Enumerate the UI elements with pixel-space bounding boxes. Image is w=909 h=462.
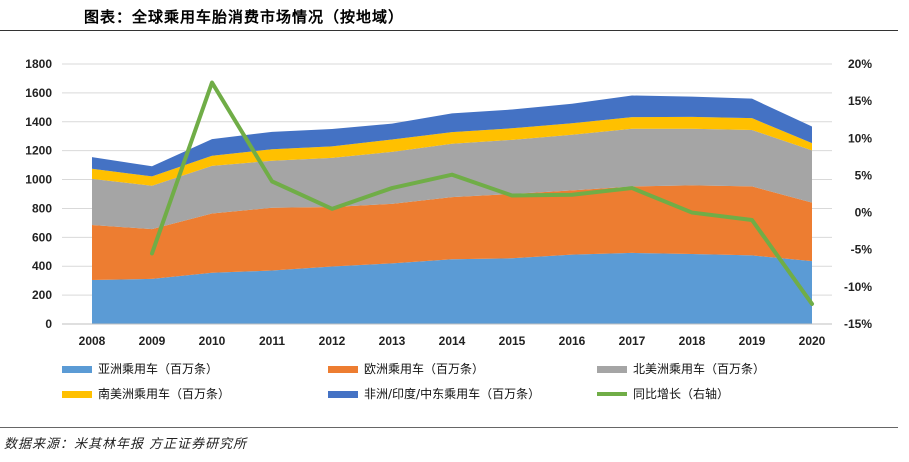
x-tick-label: 2011 [259,334,285,348]
x-tick-label: 2015 [499,334,526,348]
y-left-tick-label: 1200 [25,144,52,158]
y-right-tick-label: -5% [851,243,873,257]
y-right-tick-label: 15% [848,94,872,108]
y-left-tick-label: 200 [32,288,52,302]
footer-rule [0,427,898,428]
legend-swatch [62,366,92,373]
y-left-tick-label: 1800 [25,57,52,71]
y-right-tick-label: -15% [844,317,872,331]
y-right-tick-label: 20% [848,57,872,71]
x-tick-label: 2012 [319,334,346,348]
legend-label: 欧洲乘用车（百万条） [364,361,484,376]
x-tick-label: 2019 [739,334,766,348]
legend-label: 亚洲乘用车（百万条） [98,361,218,376]
y-left-tick-label: 400 [32,259,52,273]
x-tick-label: 2013 [379,334,406,348]
legend-label: 非洲/印度/中东乘用车（百万条） [364,386,540,401]
x-tick-label: 2008 [79,334,106,348]
x-tick-label: 2018 [679,334,706,348]
area-series [92,116,812,186]
x-tick-label: 2014 [439,334,466,348]
x-tick-label: 2010 [199,334,226,348]
legend-swatch [328,366,358,373]
y-right-tick-label: 10% [848,131,872,145]
chart-area: 0 200 400 600 800 1000 1200 1400 1600 1800 -15% -10… [25,57,873,401]
area-series [92,252,812,324]
area-series [92,128,812,230]
legend-swatch [597,366,627,373]
x-tick-label: 2017 [619,334,646,348]
y-left-tick-label: 800 [32,201,52,215]
y-left-tick-label: 1600 [25,86,52,100]
area-series [92,95,812,177]
y-left-tick-label: 0 [45,317,52,331]
chart-title: 图表：全球乘用车胎消费市场情况（按地域） [84,8,405,26]
x-tick-label: 2020 [799,334,826,348]
y-right-tick-label: 5% [855,168,873,182]
y-right-tick-label: -10% [844,280,872,294]
y-left-tick-label: 1400 [25,115,52,129]
y-left-tick-label: 600 [32,230,52,244]
legend-label: 南美洲乘用车（百万条） [98,386,230,401]
source-note: 数据来源：米其林年报 方正证券研究所 [4,437,248,452]
line-series-yoy [150,80,814,306]
legend-swatch [328,391,358,398]
legend-label: 同比增长（右轴） [633,386,729,401]
legend-swatch [62,391,92,398]
legend-label: 北美洲乘用车（百万条） [633,361,765,376]
x-tick-label: 2009 [139,334,166,348]
y-left-tick-label: 1000 [25,173,52,187]
title-rule [0,30,898,31]
y-right-tick-label: 0% [855,206,873,220]
area-series [92,185,812,280]
x-tick-label: 2016 [559,334,586,348]
